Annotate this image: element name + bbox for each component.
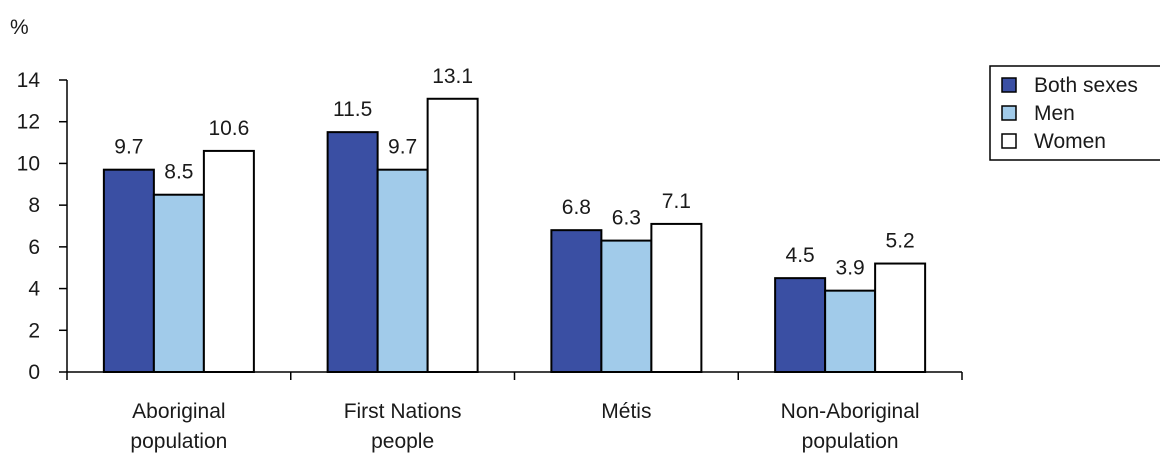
- x-tick-label: Aboriginal population: [130, 400, 227, 453]
- y-tick-label: 4: [28, 278, 40, 301]
- data-label: 7.1: [662, 190, 691, 213]
- data-label: 13.1: [432, 65, 473, 88]
- bar-both-sexes-2: [550, 229, 603, 373]
- bar-men-3: [824, 289, 877, 373]
- bar-both-sexes-3: [774, 277, 827, 373]
- legend-label: Women: [1034, 130, 1106, 153]
- data-label: 11.5: [333, 98, 372, 121]
- legend-box: [989, 65, 1160, 161]
- y-tick-label: 12: [17, 111, 40, 134]
- data-label: 4.5: [786, 244, 815, 267]
- legend-label: Both sexes: [1034, 74, 1138, 97]
- bar-women-0: [202, 149, 255, 373]
- legend: Both sexes Men Women: [989, 65, 1160, 161]
- y-axis-unit-label: %: [10, 16, 29, 39]
- bar-men-1: [376, 168, 429, 373]
- legend-swatch: [1001, 105, 1017, 121]
- y-tick-label: 2: [28, 319, 40, 342]
- data-label: 9.7: [388, 136, 417, 159]
- data-label: 6.3: [612, 207, 641, 230]
- y-tick-label: 10: [17, 152, 40, 175]
- bar-men-0: [152, 193, 205, 373]
- data-label: 9.7: [114, 136, 143, 159]
- data-label: 10.6: [208, 117, 249, 140]
- data-label: 5.2: [886, 230, 915, 253]
- bar-both-sexes-0: [102, 168, 155, 373]
- legend-label: Men: [1034, 102, 1075, 125]
- y-tick-label: 0: [28, 361, 40, 384]
- bar-men-2: [600, 239, 653, 373]
- x-tick-label: First Nations people: [344, 400, 462, 453]
- bar-women-2: [650, 222, 703, 373]
- y-tick-label: 8: [28, 194, 40, 217]
- data-label: 6.8: [562, 196, 591, 219]
- data-label: 3.9: [836, 257, 865, 280]
- legend-swatch: [1001, 77, 1017, 93]
- legend-swatch: [1001, 133, 1017, 149]
- x-tick-label: Non-Aboriginal population: [781, 400, 920, 453]
- bar-women-3: [874, 262, 927, 373]
- bar-both-sexes-1: [326, 131, 379, 373]
- data-label: 8.5: [164, 161, 193, 184]
- x-tick-label: Métis: [601, 400, 651, 423]
- y-tick-label: 14: [17, 69, 41, 92]
- bar-women-1: [426, 97, 479, 374]
- y-tick-label: 6: [28, 236, 40, 259]
